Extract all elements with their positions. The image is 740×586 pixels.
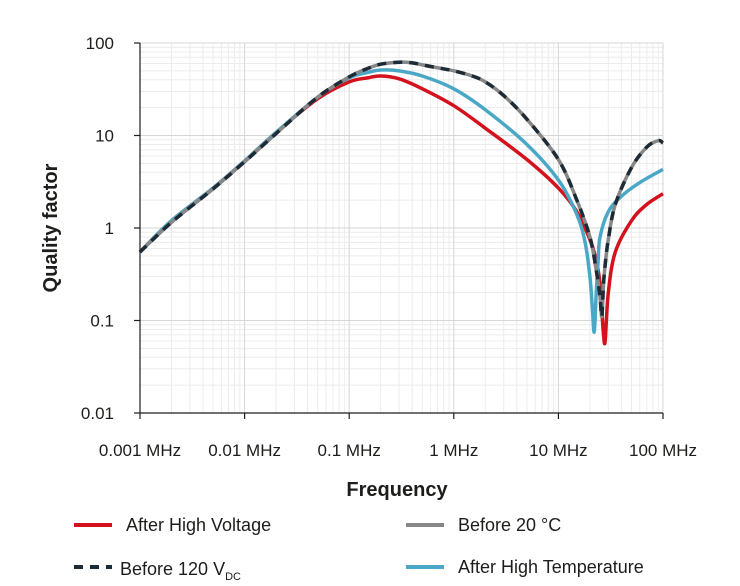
legend-item-after-high-temperature: After High Temperature: [406, 557, 644, 577]
axes: [134, 42, 664, 419]
series-line-before-120-vdc: [138, 60, 665, 319]
legend-label-before-120vdc-sub: DC: [225, 571, 241, 583]
x-tick-label: 0.001 MHz: [99, 441, 181, 460]
y-tick-label: 100: [86, 34, 114, 53]
legend-label-after-high-temperature: After High Temperature: [458, 557, 644, 577]
legend: After High Voltage Before 20 °C Before 1…: [74, 515, 644, 583]
y-axis-title: Quality factor: [40, 163, 62, 292]
series-layer: [138, 60, 665, 346]
y-tick-label: 1: [105, 219, 114, 238]
legend-label-after-high-voltage: After High Voltage: [126, 515, 271, 535]
x-tick-label: 1 MHz: [429, 441, 478, 460]
legend-label-before-20c: Before 20 °C: [458, 515, 561, 535]
y-tick-label: 0.01: [81, 404, 114, 423]
legend-item-before-20c: Before 20 °C: [406, 515, 561, 535]
x-tick-label: 100 MHz: [629, 441, 697, 460]
y-tick-label: 0.1: [90, 312, 114, 331]
legend-item-after-high-voltage: After High Voltage: [74, 515, 271, 535]
y-tick-label: 10: [95, 127, 114, 146]
x-axis-title: Frequency: [346, 479, 448, 501]
series-line-before-20-c: [138, 60, 665, 319]
legend-label-before-120vdc: Before 120 VDC: [120, 559, 241, 583]
legend-label-before-120vdc-main: Before 120 V: [120, 559, 225, 579]
x-tick-label: 0.1 MHz: [318, 441, 381, 460]
tick-labels: 0.001 MHz 0.01 MHz 0.1 MHz 1 MHz 10 MHz 100 M…: [81, 34, 697, 460]
legend-item-before-120vdc: Before 120 VDC: [74, 559, 241, 583]
x-tick-label: 0.01 MHz: [208, 441, 281, 460]
series-line-after-high-voltage: [138, 74, 664, 346]
x-tick-label: 10 MHz: [529, 441, 588, 460]
